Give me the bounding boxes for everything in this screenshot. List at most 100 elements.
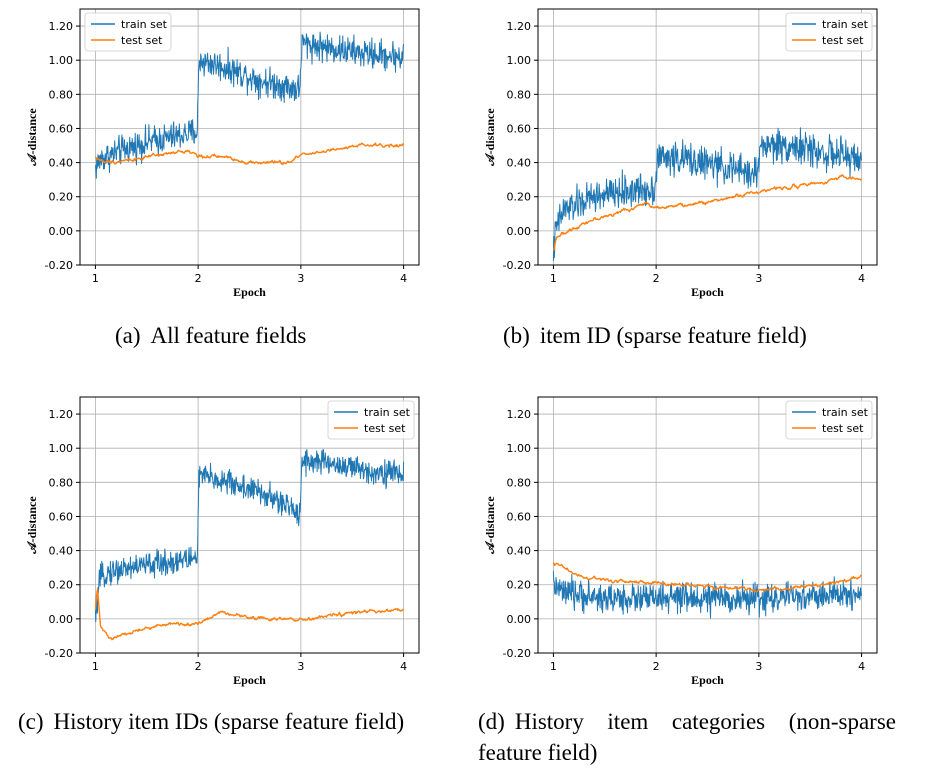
chart-d-ytick-label-5: 0.80 <box>507 476 532 489</box>
chart-c-ytick-label-1: 0.00 <box>49 613 74 626</box>
chart-d-xtick-label-2: 3 <box>755 660 762 673</box>
chart-d-ytick-label-3: 0.40 <box>507 545 532 558</box>
chart-c-ytick-label-3: 0.40 <box>49 545 74 558</box>
chart-b-xtick-label-0: 1 <box>550 272 557 285</box>
chart-b-ytick-label-1: 0.00 <box>507 225 532 238</box>
caption-c-text: History item IDs (sparse feature field) <box>53 709 405 734</box>
chart-a: -0.20 0.00 0.20 0.40 0.60 0.80 1.00 1.20 1 2 3 4 Epo… <box>25 8 420 299</box>
chart-b-frame <box>537 8 878 266</box>
chart-b-legend: train set test set <box>785 12 873 52</box>
chart-a-series-test <box>95 142 405 165</box>
chart-a-legend-label-0: train set <box>121 18 168 31</box>
chart-c-legend: train set test set <box>327 400 415 440</box>
caption-d: (d) History item categories (non-sparse f… <box>478 706 896 768</box>
chart-d-legend: train set test set <box>785 400 873 440</box>
chart-d-frame <box>537 396 878 654</box>
chart-d-xlabel: Epoch <box>691 673 724 687</box>
chart-a-ytick-label-7: 1.20 <box>49 20 74 33</box>
chart-a-frame <box>79 8 420 266</box>
chart-b-ytick-label-2: 0.20 <box>507 191 532 204</box>
chart-d-xtick-label-0: 1 <box>550 660 557 673</box>
caption-d-text: History item categories (non-sparse feat… <box>478 709 896 765</box>
chart-b-ytick-label-3: 0.40 <box>507 157 532 170</box>
caption-b: (b) item ID (sparse feature field) <box>503 320 807 351</box>
chart-d-legend-box <box>785 400 873 440</box>
chart-a-xtick-label-0: 1 <box>92 272 99 285</box>
chart-b-xtick-label-3: 4 <box>858 272 865 285</box>
chart-c-series-test <box>94 588 405 641</box>
chart-c-series-train <box>94 448 405 623</box>
chart-a-xtick-label-1: 2 <box>195 272 202 285</box>
chart-c-xtick-label-0: 1 <box>92 660 99 673</box>
caption-a-text: All feature fields <box>150 323 307 348</box>
caption-c-tag: (c) <box>18 709 44 734</box>
chart-d: -0.20 0.00 0.20 0.40 0.60 0.80 1.00 1.20 1 2 3 4 Epo… <box>483 396 878 687</box>
chart-c-ytick-label-7: 1.20 <box>49 408 74 421</box>
chart-c-ytick-label-0: -0.20 <box>45 647 73 660</box>
chart-d-ytick-label-1: 0.00 <box>507 613 532 626</box>
chart-d-series-train <box>552 571 863 619</box>
caption-a-tag: (a) <box>115 323 141 348</box>
chart-b-ylabel: 𝒜-distance <box>483 108 497 167</box>
chart-a-ytick-label-1: 0.00 <box>49 225 74 238</box>
chart-a-ytick-label-6: 1.00 <box>49 54 74 67</box>
chart-b-ytick-label-4: 0.60 <box>507 122 532 135</box>
chart-d-xtick-label-3: 4 <box>858 660 865 673</box>
caption-a: (a) All feature fields <box>115 320 306 351</box>
chart-c-legend-box <box>327 400 415 440</box>
chart-d-ytick-label-0: -0.20 <box>503 647 531 660</box>
chart-d-ylabel: 𝒜-distance <box>483 496 497 555</box>
chart-d-legend-label-0: train set <box>822 406 869 419</box>
chart-c-xlabel: Epoch <box>233 673 266 687</box>
chart-c-xtick-label-1: 2 <box>195 660 202 673</box>
chart-a-legend-box <box>84 12 172 52</box>
chart-c-ytick-label-5: 0.80 <box>49 476 74 489</box>
chart-c: -0.20 0.00 0.20 0.40 0.60 0.80 1.00 1.20 1 2 3 4 Epo… <box>25 396 420 687</box>
caption-b-tag: (b) <box>503 323 530 348</box>
caption-b-text: item ID (sparse feature field) <box>539 323 807 348</box>
chart-c-xtick-label-2: 3 <box>297 660 304 673</box>
chart-b-xtick-label-2: 3 <box>755 272 762 285</box>
chart-b-ytick-label-6: 1.00 <box>507 54 532 67</box>
chart-b-legend-label-1: test set <box>822 34 864 47</box>
chart-a-series-train <box>94 31 405 179</box>
chart-a-ytick-label-3: 0.40 <box>49 157 74 170</box>
chart-a-legend-label-1: test set <box>121 34 163 47</box>
caption-c: (c) History item IDs (sparse feature fiel… <box>18 706 436 737</box>
chart-a-ytick-label-4: 0.60 <box>49 122 74 135</box>
chart-b-xtick-label-1: 2 <box>653 272 660 285</box>
chart-c-ytick-label-2: 0.20 <box>49 579 74 592</box>
chart-b-legend-label-0: train set <box>822 18 869 31</box>
chart-a-legend: train set test set <box>84 12 172 52</box>
chart-d-xtick-label-1: 2 <box>653 660 660 673</box>
chart-b-series-train <box>552 127 863 261</box>
chart-a-xtick-label-3: 4 <box>400 272 407 285</box>
chart-d-series-test <box>552 562 863 593</box>
chart-a-xtick-label-2: 3 <box>297 272 304 285</box>
chart-c-ytick-label-4: 0.60 <box>49 510 74 523</box>
chart-d-ytick-label-4: 0.60 <box>507 510 532 523</box>
chart-d-ytick-label-2: 0.20 <box>507 579 532 592</box>
chart-a-ylabel: 𝒜-distance <box>25 108 39 167</box>
chart-b: -0.20 0.00 0.20 0.40 0.60 0.80 1.00 1.20 1 2 3 4 Epo… <box>483 8 878 299</box>
chart-b-legend-box <box>785 12 873 52</box>
chart-b-series-test <box>552 174 863 252</box>
chart-d-ytick-label-6: 1.00 <box>507 442 532 455</box>
chart-d-legend-label-1: test set <box>822 422 864 435</box>
chart-b-ytick-label-0: -0.20 <box>503 259 531 272</box>
chart-c-legend-label-1: test set <box>364 422 406 435</box>
chart-c-xtick-label-3: 4 <box>400 660 407 673</box>
chart-c-ytick-label-6: 1.00 <box>49 442 74 455</box>
chart-b-xlabel: Epoch <box>691 285 724 299</box>
chart-c-legend-label-0: train set <box>364 406 411 419</box>
chart-b-ytick-label-5: 0.80 <box>507 88 532 101</box>
caption-d-tag: (d) <box>478 709 505 734</box>
chart-c-frame <box>79 396 420 654</box>
chart-a-ytick-label-0: -0.20 <box>45 259 73 272</box>
chart-a-ytick-label-5: 0.80 <box>49 88 74 101</box>
chart-a-ytick-label-2: 0.20 <box>49 191 74 204</box>
chart-c-ylabel: 𝒜-distance <box>25 496 39 555</box>
chart-d-ytick-label-7: 1.20 <box>507 408 532 421</box>
chart-b-ytick-label-7: 1.20 <box>507 20 532 33</box>
